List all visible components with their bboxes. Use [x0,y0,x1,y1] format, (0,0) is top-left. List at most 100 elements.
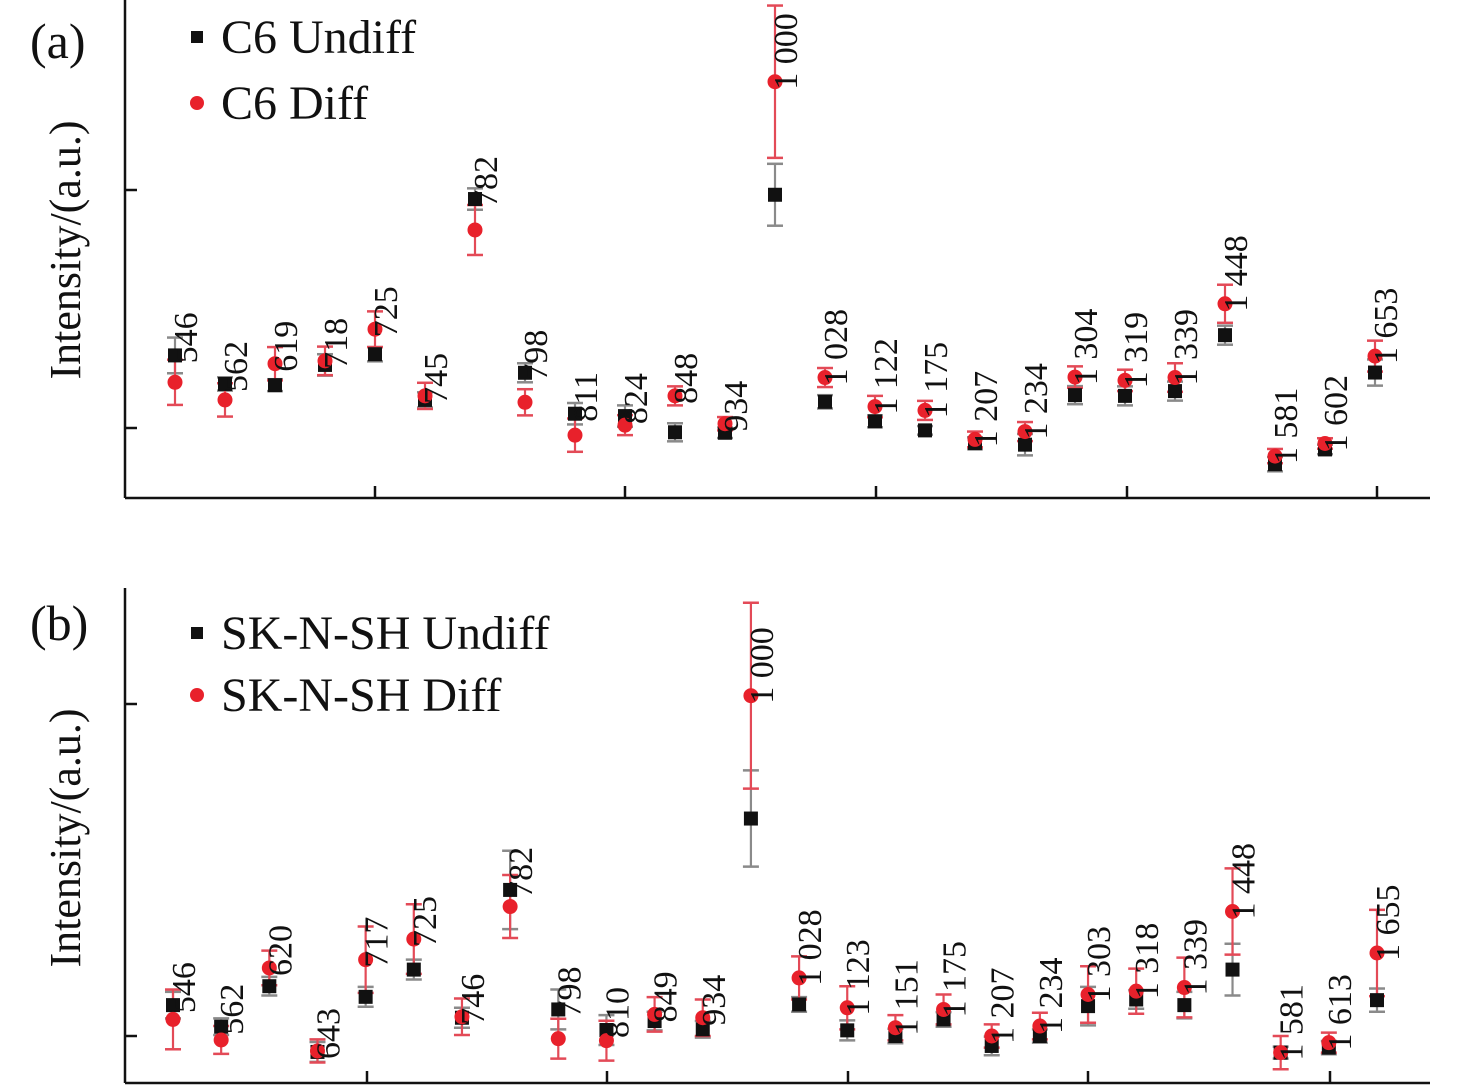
data-point-group: 798 [517,330,555,417]
peak-label: 798 [551,966,588,1017]
data-point-group: 718 [317,318,355,377]
data-point-group: 849 [646,971,685,1033]
diff-point [1017,424,1033,440]
diff-point [167,374,183,390]
undiff-point [1218,328,1232,343]
undiff-point [166,998,180,1013]
diff-point [358,952,374,968]
data-point-group: 1 339 [1167,309,1205,402]
undiff-point [1368,365,1382,380]
data-point-group: 620 [261,925,299,997]
undiff-point [406,962,421,977]
diff-point [1367,348,1383,364]
data-point-group: 1 653 [1367,288,1405,387]
legend-circle-marker [190,96,204,110]
peak-label: 849 [648,971,685,1022]
undiff-point [468,192,482,207]
data-point-group: 1 655 [1369,885,1407,1014]
data-point-group: 1 175 [935,941,974,1028]
peak-label: 1 234 [1018,363,1055,440]
peak-label: 848 [668,353,705,404]
undiff-point [1118,388,1132,403]
undiff-point [868,414,882,429]
panel-label: (a) [30,13,86,69]
data-point-group: 848 [667,353,705,443]
diff-point [502,899,518,915]
peak-label: 718 [318,318,355,369]
diff-point [967,431,983,447]
diff-point [267,356,283,372]
diff-point [1128,983,1144,999]
diff-point [1317,435,1333,451]
undiff-point [1370,993,1384,1008]
data-point-group: 1 000 [742,601,781,868]
undiff-point [1168,384,1182,399]
data-point-group: 1 448 [1224,843,1263,997]
diff-point [647,1006,663,1022]
data-point-group: 1 304 [1067,309,1105,406]
data-point-group: 643 [309,1008,347,1064]
peak-label: 1 581 [1274,984,1311,1061]
diff-point [1080,987,1096,1002]
diff-point [867,399,883,415]
data-point-group: 1 303 [1080,926,1118,1027]
peak-label: 643 [310,1008,347,1059]
legend-entry-undiff: C6 Undiff [221,11,416,64]
undiff-point [218,376,232,391]
peak-label: 1 319 [1118,312,1155,389]
legend-entry-diff: SK-N-SH Diff [221,669,501,722]
diff-point [617,417,633,433]
peak-label: 546 [168,312,205,363]
data-point-group: 782 [467,156,505,257]
peak-label: 1 318 [1129,923,1166,1000]
peak-label: 1 207 [985,968,1022,1045]
undiff-point [268,378,282,393]
data-point-group: 1 318 [1128,923,1166,1016]
chart-panel-b: (b) Intensity/(a.u.) SK-N-SH Undiff SK-N-SH… [30,588,1430,1085]
peak-label: 811 [568,372,605,422]
peak-label: 745 [418,353,455,404]
peak-label: 1 175 [937,941,974,1018]
undiff-point [768,187,782,202]
peak-label: 810 [599,987,636,1038]
undiff-point [358,989,373,1004]
data-point-group: 1 339 [1176,919,1214,1020]
undiff-point [695,1022,710,1037]
diff-point [791,970,807,986]
data-point-group: 1 123 [839,939,877,1042]
diff-point [217,392,233,408]
undiff-point [368,347,382,362]
diff-point [917,402,933,418]
diff-point [367,321,383,337]
undiff-point [214,1019,229,1034]
peak-label: 1 122 [868,338,905,415]
undiff-point [792,997,807,1012]
diff-point [767,74,783,90]
undiff-point [1018,437,1032,452]
diff-point [454,1009,470,1025]
peak-label: 1 448 [1226,843,1263,920]
y-axis-label: Intensity/(a.u.) [41,120,90,379]
peak-label: 1 000 [744,627,781,704]
diff-point [261,960,277,976]
diff-point [317,353,333,369]
peak-label: 934 [696,975,733,1026]
peak-label: 1 339 [1177,919,1214,996]
peak-label: 1 123 [840,939,877,1016]
peak-label: 1 448 [1218,235,1255,312]
diff-point [1032,1018,1048,1034]
diff-point [984,1028,1000,1044]
diff-point [598,1033,614,1049]
peak-label: 619 [268,321,305,372]
diff-point [309,1043,325,1059]
diff-point [1217,296,1233,312]
peak-label: 782 [468,156,505,207]
data-point-group: 934 [717,381,755,440]
undiff-point [568,406,582,421]
undiff-point [743,811,758,826]
data-point-group: 824 [617,373,655,437]
data-point-group: 798 [550,966,588,1060]
data-point-group: 934 [694,975,733,1039]
